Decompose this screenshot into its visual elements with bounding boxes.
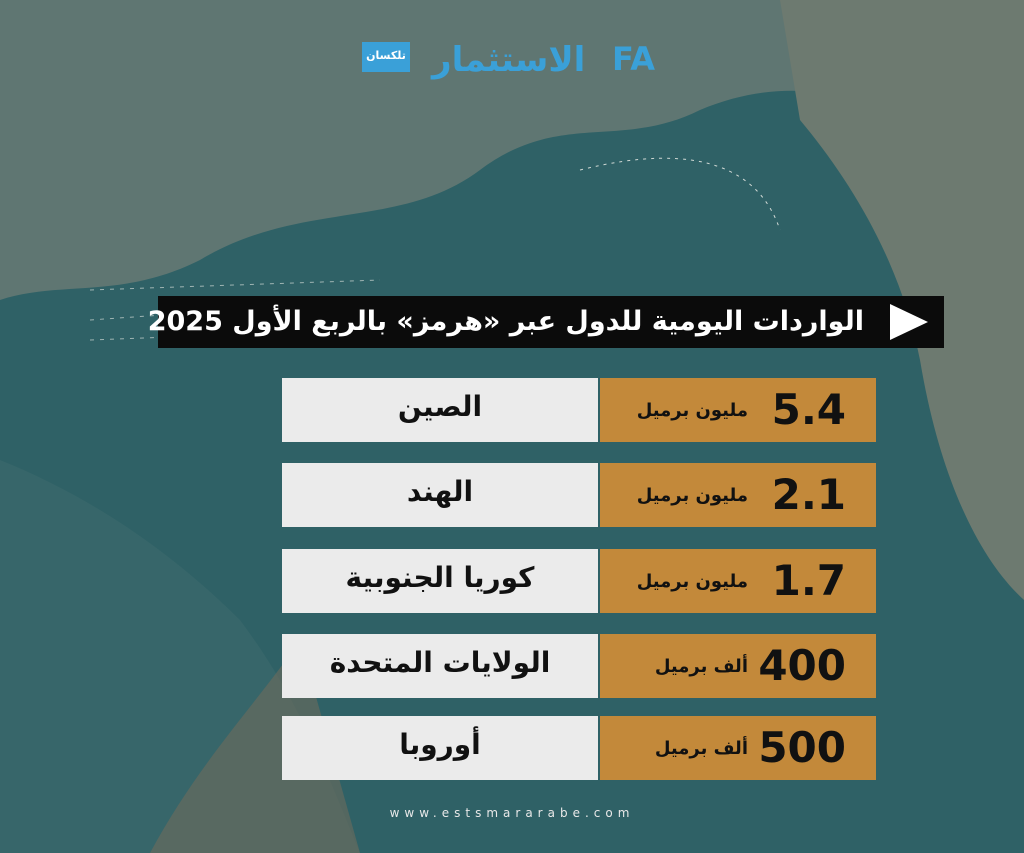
value: 5.4 [771, 385, 846, 434]
unit: ألف برميل [654, 738, 748, 759]
value: 2.1 [771, 470, 846, 519]
value: 400 [758, 641, 846, 690]
value-cell: 5.4 مليون برميل [600, 378, 876, 442]
title-bar: الواردات اليومية للدول عبر «هرمز» بالربع… [148, 296, 944, 348]
footer-url: www.estsmararabe.com [389, 806, 635, 820]
unit: ألف برميل [654, 656, 748, 677]
value-cell: 500 ألف برميل [600, 716, 876, 780]
value: 500 [758, 723, 846, 772]
value-cell: 2.1 مليون برميل [600, 463, 876, 527]
country-cell: الولايات المتحدة [282, 634, 598, 698]
value: 1.7 [771, 556, 846, 605]
country-cell: الصين [282, 378, 598, 442]
value-cell: 1.7 مليون برميل [600, 549, 876, 613]
value-cell: 400 ألف برميل [600, 634, 876, 698]
logo-telexan: تلكسان [362, 42, 410, 72]
logo-estesmar: الاستثمار [432, 40, 586, 80]
logo-fa: FA [612, 40, 655, 78]
country-cell: الهند [282, 463, 598, 527]
country-cell: كوريا الجنوبية [282, 549, 598, 613]
country-cell: أوروبا [282, 716, 598, 780]
unit: مليون برميل [636, 400, 748, 421]
title: الواردات اليومية للدول عبر «هرمز» بالربع… [147, 306, 864, 337]
unit: مليون برميل [636, 485, 748, 506]
title-arrow [890, 304, 928, 340]
unit: مليون برميل [636, 571, 748, 592]
